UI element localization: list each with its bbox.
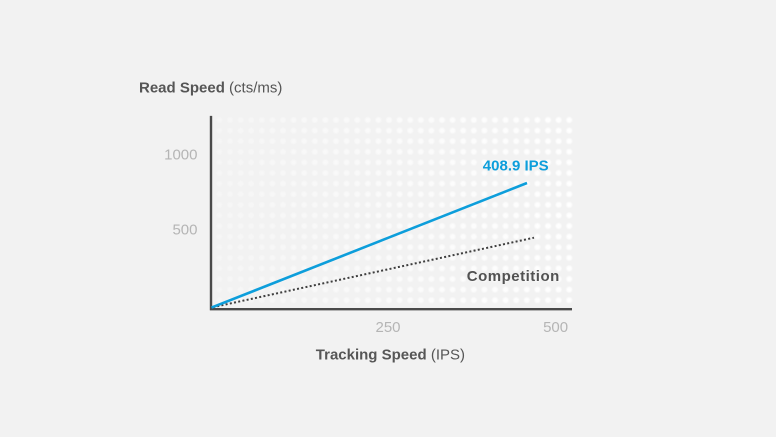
svg-text:Tracking Speed (IPS): Tracking Speed (IPS) xyxy=(316,347,465,364)
svg-text:Read Speed (cts/ms): Read Speed (cts/ms) xyxy=(139,80,282,97)
svg-text:250: 250 xyxy=(375,319,400,336)
svg-text:408.9 IPS: 408.9 IPS xyxy=(483,158,549,175)
svg-text:Competition: Competition xyxy=(467,268,560,285)
svg-text:1000: 1000 xyxy=(164,147,197,164)
svg-text:500: 500 xyxy=(543,319,568,336)
svg-text:500: 500 xyxy=(172,221,197,238)
